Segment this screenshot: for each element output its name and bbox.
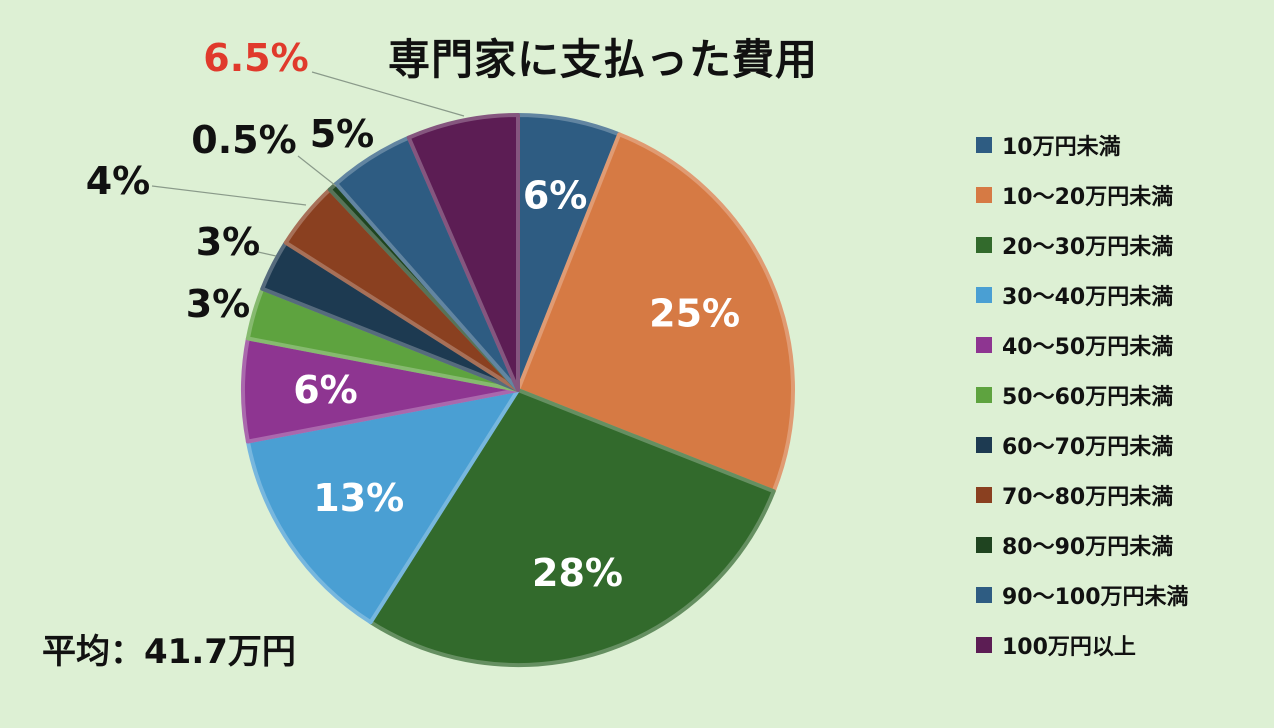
legend-item: 60〜70万円未満 (976, 420, 1266, 470)
legend-label: 60〜70万円未満 (1002, 435, 1174, 460)
chart-title: 専門家に支払った費用 (388, 35, 819, 84)
legend-label: 40〜50万円未満 (1002, 335, 1174, 360)
legend-swatch (976, 237, 992, 253)
leader-line (297, 155, 337, 187)
pie-slice (406, 113, 520, 392)
legend-item: 80〜90万円未満 (976, 520, 1266, 570)
data-label: 0.5% (191, 118, 296, 162)
legend-item: 70〜80万円未満 (976, 470, 1266, 520)
leader-line (257, 251, 277, 257)
legend-item: 30〜40万円未満 (976, 270, 1266, 320)
data-label: 25% (649, 292, 740, 336)
legend-swatch (976, 437, 992, 453)
legend-swatch (976, 287, 992, 303)
legend-label: 30〜40万円未満 (1002, 285, 1174, 310)
legend-label: 80〜90万円未満 (1002, 535, 1174, 560)
legend-swatch (976, 137, 992, 153)
legend-label: 20〜30万円未満 (1002, 235, 1174, 260)
data-label: 6.5% (203, 36, 308, 80)
data-label: 5% (310, 112, 375, 156)
data-label: 28% (532, 551, 623, 595)
legend-item: 50〜60万円未満 (976, 370, 1266, 420)
legend-label: 10万円未満 (1002, 135, 1121, 160)
legend-item: 40〜50万円未満 (976, 320, 1266, 370)
legend-swatch (976, 587, 992, 603)
data-label: 4% (86, 159, 151, 203)
legend-label: 90〜100万円未満 (1002, 585, 1189, 610)
leader-line (151, 185, 307, 206)
legend-swatch (976, 387, 992, 403)
pie-slice (368, 388, 776, 667)
data-label: 13% (313, 476, 404, 520)
legend-label: 70〜80万円未満 (1002, 485, 1174, 510)
legend-item: 20〜30万円未満 (976, 220, 1266, 270)
legend-swatch (976, 537, 992, 553)
legend-swatch (976, 487, 992, 503)
legend-item: 10万円未満 (976, 120, 1266, 170)
data-label: 3% (186, 282, 251, 326)
legend: 10万円未満 10〜20万円未満 20〜30万円未満 30〜40万円未満 40〜50万円… (976, 120, 1266, 670)
data-label: 6% (523, 174, 588, 218)
pie-slice (245, 388, 520, 625)
average-note: 平均：41.7万円 (42, 632, 296, 672)
data-label: 3% (196, 220, 261, 264)
legend-label: 100万円以上 (1002, 635, 1136, 660)
legend-item: 90〜100万円未満 (976, 570, 1266, 620)
legend-swatch (976, 187, 992, 203)
pie-slice (516, 132, 795, 494)
legend-swatch (976, 337, 992, 353)
legend-item: 100万円以上 (976, 620, 1266, 670)
legend-label: 50〜60万円未満 (1002, 385, 1174, 410)
leader-line (311, 71, 465, 117)
legend-item: 10〜20万円未満 (976, 170, 1266, 220)
legend-label: 10〜20万円未満 (1002, 185, 1174, 210)
data-label: 6% (293, 368, 358, 412)
legend-swatch (976, 637, 992, 653)
